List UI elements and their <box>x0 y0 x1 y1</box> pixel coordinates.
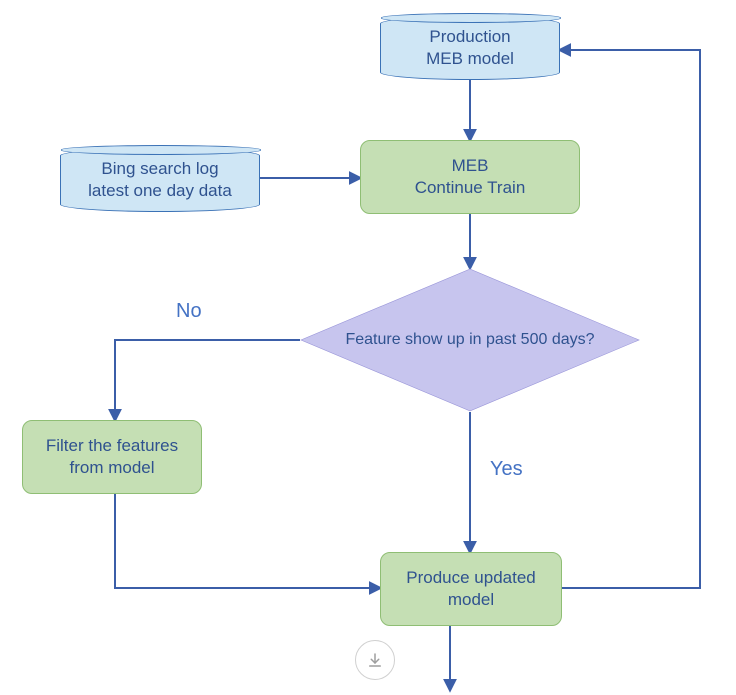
node-bing-log-line2: latest one day data <box>88 180 232 202</box>
node-filter-line2: from model <box>46 457 178 479</box>
node-continue-train: MEB Continue Train <box>360 140 580 214</box>
node-produce-line2: model <box>406 589 536 611</box>
node-production-model-line1: Production <box>426 26 514 48</box>
node-bing-log: Bing search log latest one day data <box>60 148 260 212</box>
node-continue-train-line2: Continue Train <box>415 177 526 199</box>
node-continue-train-line1: MEB <box>415 155 526 177</box>
node-production-model: Production MEB model <box>380 16 560 80</box>
node-produce: Produce updated model <box>380 552 562 626</box>
edge-label-yes: Yes <box>490 458 523 481</box>
download-button[interactable] <box>355 640 395 680</box>
node-produce-line1: Produce updated <box>406 567 536 589</box>
node-filter-line1: Filter the features <box>46 435 178 457</box>
node-filter: Filter the features from model <box>22 420 202 494</box>
download-icon <box>366 651 384 669</box>
edge-label-no: No <box>176 300 202 323</box>
node-decision-label: Feature show up in past 500 days? <box>345 331 594 349</box>
node-production-model-line2: MEB model <box>426 48 514 70</box>
node-bing-log-line1: Bing search log <box>88 158 232 180</box>
node-decision: Feature show up in past 500 days? <box>300 268 640 412</box>
